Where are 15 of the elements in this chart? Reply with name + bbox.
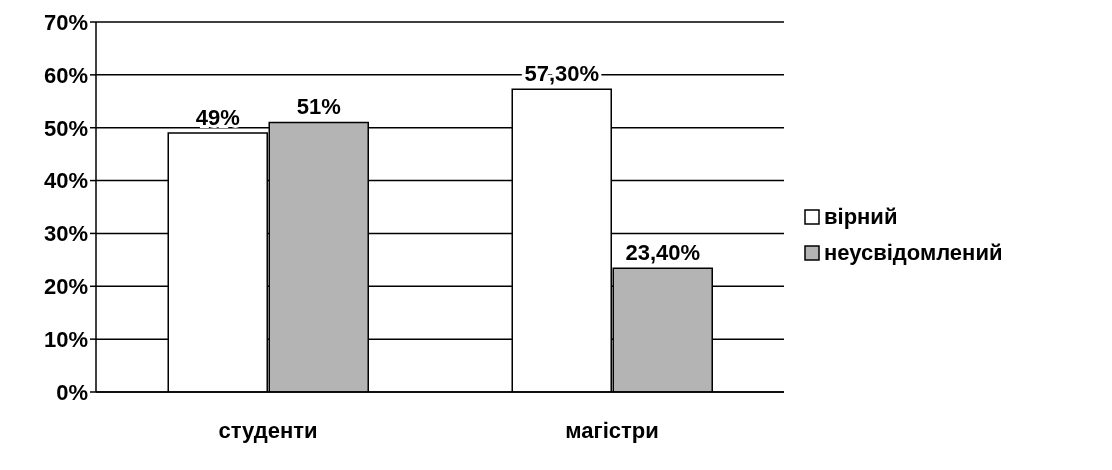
y-tick-label: 50%	[43, 115, 88, 141]
y-tick-label: 40%	[43, 168, 88, 194]
legend-label: неусвідомлений	[824, 240, 1003, 266]
y-tick-label: 70%	[43, 9, 88, 35]
data-label: 49%	[195, 105, 240, 130]
y-tick-label: 60%	[43, 62, 88, 88]
y-tick-label: 30%	[43, 221, 88, 247]
x-tick-label: магістри	[565, 417, 659, 443]
legend-label: вірний	[824, 204, 898, 230]
y-tick-label: 10%	[43, 326, 88, 352]
y-tick-label: 20%	[43, 274, 88, 300]
data-label: 51%	[296, 94, 341, 120]
data-label: 23,40%	[625, 240, 701, 266]
y-tick-label: 0%	[56, 379, 88, 405]
x-tick-label: студенти	[218, 417, 318, 443]
